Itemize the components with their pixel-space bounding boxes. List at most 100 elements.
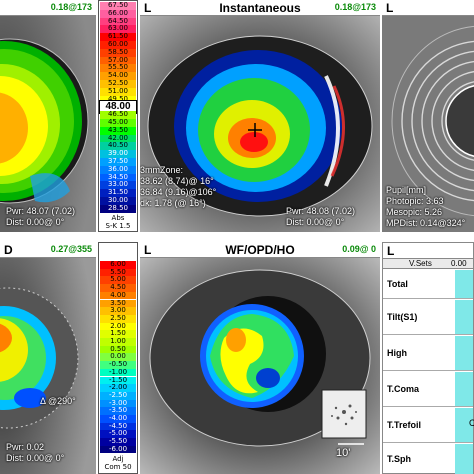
wavefront-scale-step: 4.00 [100, 291, 136, 300]
pupil-eye-label: L [386, 1, 394, 15]
instantaneous-header: L Instantaneous 0.18@173 [140, 0, 380, 16]
wavefront-scale-step: -2.00 [100, 383, 136, 392]
curvature-scale-step: 36.00 [100, 165, 136, 174]
wf-opd-ho-panel[interactable]: L WF/OPD/HO 0.09@ 0 10' [140, 242, 380, 474]
axial-map-panel[interactable]: 0.18@173 Pwr: 48.07 (7.02) Dist: 0.00@ 0… [0, 0, 96, 232]
wavefront-scale-step: 3.00 [100, 306, 136, 315]
opd-map-orange [0, 323, 12, 353]
pupil-info-mpdist: MPDist: 0.14@324° [386, 218, 466, 228]
curvature-scale-step: 28.50 [100, 204, 136, 213]
pupil-panel[interactable]: L Pupil[mm] Photopic: 3.63 Mesopic: 5.26… [382, 0, 474, 232]
curvature-scale-step: 42.00 [100, 134, 136, 143]
axial-info-dist: Dist: 0.00@ 0° [6, 217, 65, 227]
curvature-scale-step: 37.50 [100, 157, 136, 166]
axial-eye-image [0, 16, 96, 232]
vsets-bar-coma [455, 372, 473, 406]
vsets-eye-label: L [387, 244, 395, 258]
curvature-scale-step: 63.00 [100, 25, 136, 34]
opd-eye-label: D [4, 243, 13, 257]
wavefront-scale-step: 5.00 [100, 276, 136, 285]
inst-center-cross [248, 123, 262, 137]
vsets-column-header: V.Sets 0.00 [383, 259, 473, 269]
pupil-info-title: Pupil[mm] [386, 185, 427, 195]
vsets-trefoil-extra: C [469, 418, 474, 428]
vsets-bar-high [455, 336, 473, 370]
inst-info-dist: Dist: 0.00@ 0° [286, 217, 345, 227]
vsets-row-sph[interactable]: T.Sph [383, 444, 473, 474]
vsets-label-high: High [387, 348, 407, 358]
vsets-row-total[interactable]: Total [383, 270, 473, 299]
wf-inset-label: 10' [336, 447, 351, 459]
scale-foot-com: Com 50 [104, 463, 132, 471]
vsets-row-high[interactable]: High [383, 336, 473, 371]
curvature-scale-step: 61.50 [100, 32, 136, 41]
curvature-scale-step: 67.50 [100, 1, 136, 10]
wavefront-scale-step: 5.50 [100, 268, 136, 277]
inst-map-red [240, 132, 268, 152]
vsets-label-trefoil: T.Trefoil [387, 420, 422, 430]
wavefront-scale-step: -4.00 [100, 414, 136, 423]
vsets-label-tilt: Tilt(S1) [387, 312, 418, 322]
vsets-col-value: 0.00 [451, 259, 467, 268]
vsets-bar-sph [455, 444, 473, 474]
wavefront-scale-step: -3.50 [100, 407, 136, 415]
scale-foot-adj: Adj [112, 455, 124, 463]
wavefront-scale-step: -2.50 [100, 391, 136, 400]
wf-psf-pattern [331, 404, 357, 426]
curvature-scale-step: 64.50 [100, 17, 136, 26]
pupil-header: L [382, 0, 474, 16]
wf-eye-label: L [144, 243, 152, 257]
curvature-scale-step: 45.00 [100, 118, 136, 127]
inst-zone-title: 3mmZone: [140, 165, 184, 175]
wf-reading: 0.09@ 0 [342, 244, 376, 254]
curvature-scale-step: 39.00 [100, 149, 136, 158]
instantaneous-reading: 0.18@173 [334, 2, 376, 12]
wavefront-scale-step: -5.50 [100, 437, 136, 446]
vsets-bar-tilt [455, 300, 473, 334]
axial-info-pwr: Pwr: 48.07 (7.02) [6, 206, 76, 216]
vsets-bar-total [455, 270, 473, 298]
vsets-row-trefoil[interactable]: T.Trefoil C [383, 408, 474, 443]
inst-zone-k2: 36.84 (9.16)@106° [140, 187, 217, 197]
curvature-scale-step: 40.50 [100, 142, 136, 151]
wavefront-scale-step: 1.50 [100, 330, 136, 338]
inst-zone-dk: dk: 1.78 (@ 16°) [140, 198, 206, 208]
curvature-scale-step: 52.50 [100, 79, 136, 88]
wavefront-scale-step: 2.00 [100, 322, 136, 331]
instantaneous-eye-label: L [144, 1, 152, 15]
vsets-col-title: V.Sets [409, 259, 432, 268]
vsets-label-sph: T.Sph [387, 454, 411, 464]
curvature-scale-step: 34.50 [100, 173, 136, 182]
axial-reading: 0.18@173 [50, 2, 92, 12]
curvature-scale-step: 66.00 [100, 9, 136, 18]
axial-map-orange [0, 92, 28, 164]
wf-eye-image [140, 258, 380, 474]
inst-info-pwr: Pwr: 48.08 (7.02) [286, 206, 356, 216]
instantaneous-title: Instantaneous [219, 1, 301, 15]
opd-map-panel[interactable]: D 0.27@355 Δ @290° Pwr: 0.02 Dist: 0.00@… [0, 242, 96, 474]
wf-map-orange [226, 328, 246, 352]
vsets-bar-trefoil [455, 408, 473, 442]
curvature-scale-step: 54.00 [100, 71, 136, 80]
vsets-row-coma[interactable]: T.Coma [383, 372, 473, 407]
opd-info-delta: Δ @290° [40, 396, 76, 406]
curvature-scale-step: 46.50 [100, 110, 136, 119]
curvature-scale-step: 43.50 [100, 126, 136, 135]
vsets-table[interactable]: L V.Sets 0.00 Total Tilt(S1) High T.Coma… [382, 242, 474, 474]
inst-zone-k1: 38.62 (8.74)@ 16° [140, 176, 214, 186]
axial-map-header: 0.18@173 [0, 0, 96, 16]
pupil-outline [445, 85, 474, 157]
instantaneous-map-panel[interactable]: L Instantaneous 0.18@173 3mmZone: 38.62 … [140, 0, 380, 232]
wf-map-blue-lobe [256, 368, 280, 388]
vsets-row-tilt[interactable]: Tilt(S1) [383, 300, 473, 335]
instantaneous-eye-image [140, 16, 380, 232]
wavefront-scale-step: -6.00 [100, 445, 136, 454]
wf-header: L WF/OPD/HO 0.09@ 0 [140, 242, 380, 258]
wavefront-scale-step: 2.50 [100, 314, 136, 323]
axial-map-blue-edge [30, 173, 70, 203]
curvature-scale-step: 51.00 [100, 87, 136, 96]
curvature-scale-step: 60.00 [100, 40, 136, 49]
curvature-scale-bar: 67.50 66.00 64.50 63.00 61.50 60.00 58.50 57.00… [98, 0, 138, 232]
wavefront-scale-step: -3.00 [100, 399, 136, 408]
opd-info-pwr: Pwr: 0.02 [6, 442, 45, 452]
